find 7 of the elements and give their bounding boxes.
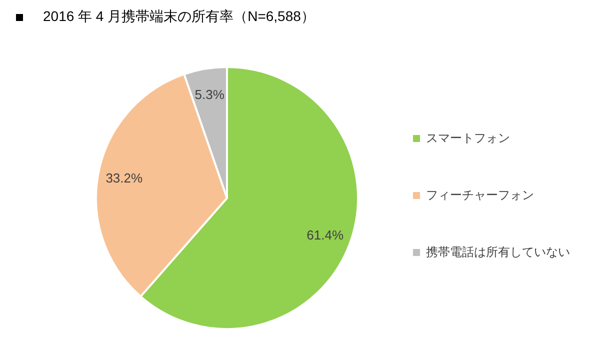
data-label: 5.3% xyxy=(194,87,225,102)
data-label: 33.2% xyxy=(106,170,144,186)
legend-label: 携帯電話は所有していない xyxy=(426,244,570,260)
legend-label: スマートフォン xyxy=(426,130,510,146)
legend-label: フィーチャーフォン xyxy=(426,186,534,204)
data-label: 61.4% xyxy=(306,227,344,242)
chart-title: 2016 年 4 月携帯端末の所有率（N=6,588） xyxy=(43,8,315,26)
